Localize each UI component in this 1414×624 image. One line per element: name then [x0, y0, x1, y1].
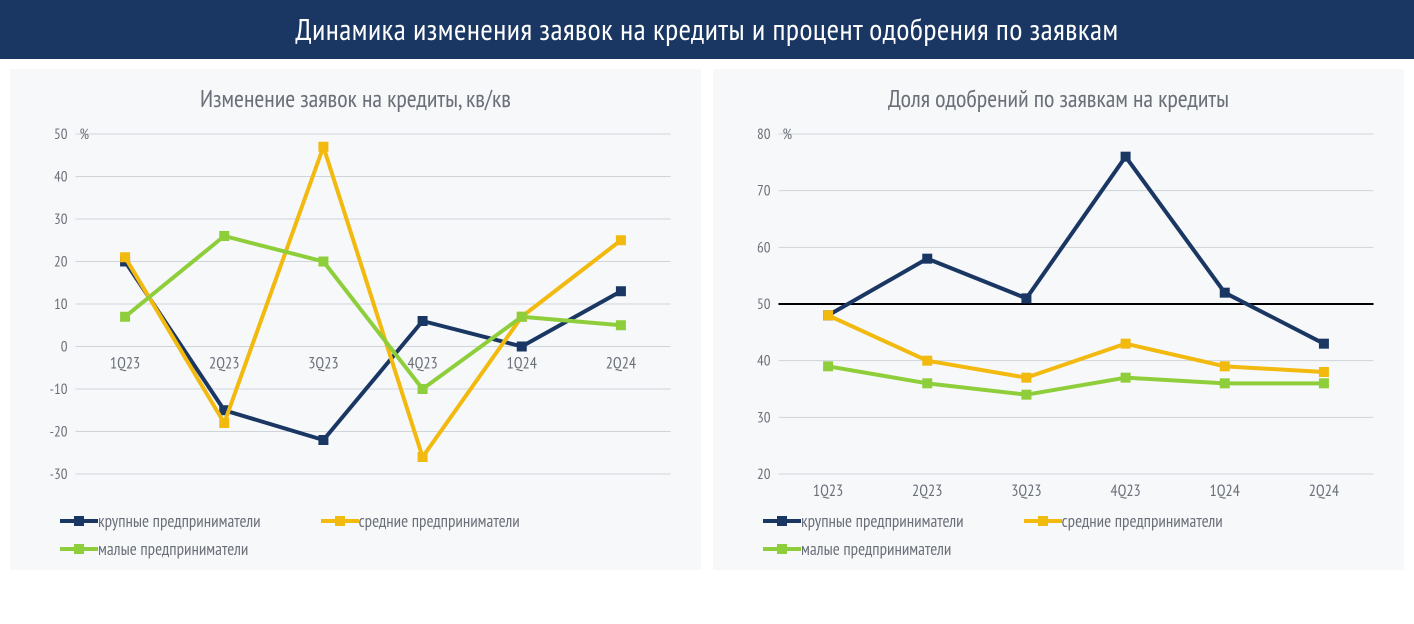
svg-text:%: % [783, 125, 793, 144]
legend-item-medium: средние предприниматели [321, 510, 520, 532]
charts-row: Изменение заявок на кредиты, кв/кв -30 -2… [0, 59, 1414, 570]
svg-text:2Q23: 2Q23 [209, 354, 239, 374]
svg-text:1Q24: 1Q24 [1210, 481, 1240, 501]
legend-label: средние предприниматели [1062, 510, 1223, 532]
right-chart-title: Доля одобрений по заявкам на кредиты [723, 83, 1394, 114]
svg-text:-10: -10 [50, 380, 68, 399]
right-chart-panel: Доля одобрений по заявкам на кредиты 20 3… [713, 69, 1404, 570]
svg-text:1Q23: 1Q23 [110, 354, 140, 374]
legend-label: малые предприниматели [801, 538, 951, 560]
legend-label: малые предприниматели [98, 538, 248, 560]
legend-label: средние предприниматели [359, 510, 520, 532]
svg-text:2Q23: 2Q23 [912, 481, 942, 501]
svg-text:40: 40 [757, 352, 771, 371]
legend-item-small: малые предприниматели [763, 538, 951, 560]
svg-text:-20: -20 [50, 423, 68, 442]
legend-swatch-icon [763, 543, 801, 555]
svg-text:20: 20 [54, 253, 68, 272]
svg-text:1Q23: 1Q23 [813, 481, 843, 501]
svg-text:3Q23: 3Q23 [1011, 481, 1041, 501]
svg-text:50: 50 [54, 125, 68, 144]
right-chart-legend: крупные предприниматели средние предприни… [723, 504, 1394, 564]
left-chart-panel: Изменение заявок на кредиты, кв/кв -30 -2… [10, 69, 701, 570]
svg-text:60: 60 [757, 238, 771, 257]
svg-text:2Q24: 2Q24 [1309, 481, 1339, 501]
legend-swatch-icon [1024, 515, 1062, 527]
legend-item-large: крупные предприниматели [763, 510, 964, 532]
legend-item-small: малые предприниматели [60, 538, 248, 560]
left-chart-legend: крупные предприниматели средние предприни… [20, 504, 691, 564]
left-chart-svg: -30 -20 -10 0 10 20 30 40 50% 1Q23 2Q23 3Q23 4Q23 1Q2… [20, 124, 691, 504]
svg-text:10: 10 [54, 295, 68, 314]
legend-item-medium: средние предприниматели [1024, 510, 1223, 532]
right-chart-svg: 20 30 40 50 60 70 80% 1Q23 2Q23 3Q23 4Q23 1Q24 2Q24 [723, 124, 1394, 504]
left-chart-title: Изменение заявок на кредиты, кв/кв [20, 83, 691, 114]
legend-swatch-icon [321, 515, 359, 527]
svg-text:20: 20 [757, 465, 771, 484]
svg-text:-30: -30 [50, 465, 68, 484]
svg-text:%: % [80, 125, 90, 144]
legend-label: крупные предприниматели [801, 510, 964, 532]
svg-text:3Q23: 3Q23 [308, 354, 338, 374]
page-title: Динамика изменения заявок на кредиты и п… [0, 0, 1414, 59]
svg-text:2Q24: 2Q24 [606, 354, 636, 374]
legend-item-large: крупные предприниматели [60, 510, 261, 532]
svg-text:30: 30 [757, 408, 771, 427]
svg-text:50: 50 [757, 295, 771, 314]
svg-text:4Q23: 4Q23 [1110, 481, 1140, 501]
svg-text:80: 80 [757, 125, 771, 144]
legend-swatch-icon [60, 515, 98, 527]
svg-text:0: 0 [61, 338, 68, 357]
svg-text:40: 40 [54, 168, 68, 187]
svg-text:30: 30 [54, 210, 68, 229]
svg-text:70: 70 [757, 182, 771, 201]
svg-text:1Q24: 1Q24 [507, 354, 537, 374]
legend-label: крупные предприниматели [98, 510, 261, 532]
legend-swatch-icon [60, 543, 98, 555]
svg-text:4Q23: 4Q23 [407, 354, 437, 374]
legend-swatch-icon [763, 515, 801, 527]
